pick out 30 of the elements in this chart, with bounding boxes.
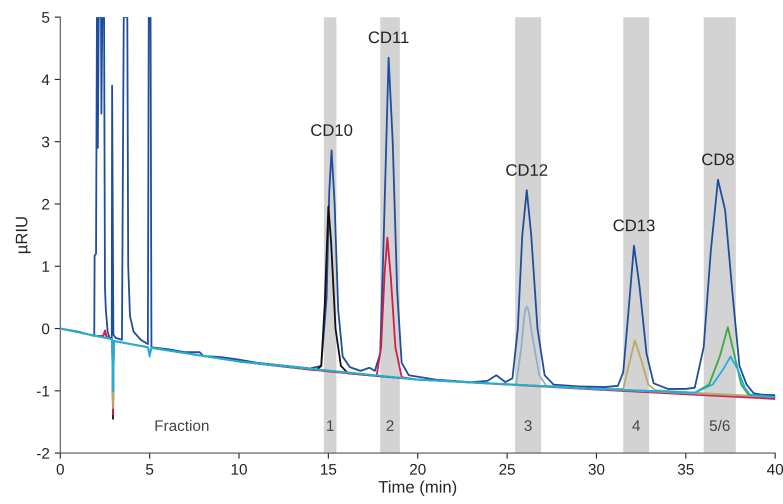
band-label: 2 — [386, 420, 394, 431]
band-label: 1 — [327, 420, 334, 431]
band-label: 3 — [524, 420, 532, 432]
y-tick-label: 3 — [42, 136, 50, 148]
x-axis-title: Time (min) — [378, 480, 456, 496]
x-tick-label: 0 — [56, 464, 64, 475]
x-tick-label: 30 — [588, 464, 604, 475]
y-axis-title: µRIU — [16, 217, 31, 254]
annotation: CD10 — [311, 124, 352, 136]
annotation: CD13 — [614, 219, 655, 232]
y-tick-label: 0 — [42, 323, 50, 334]
x-tick-label: 40 — [767, 464, 783, 475]
band-label: 5/6 — [710, 420, 730, 432]
annotation: CD11 — [368, 31, 408, 44]
y-tick-label: 4 — [42, 74, 50, 85]
annotation: CD12 — [506, 164, 548, 176]
y-tick-label: -2 — [36, 448, 50, 459]
y-tick-label: 1 — [42, 261, 50, 272]
band-label: 4 — [632, 420, 640, 431]
x-tick-label: 25 — [499, 464, 515, 475]
y-tick-label: 2 — [42, 198, 50, 210]
annotation: Fraction — [155, 420, 208, 432]
x-tick-label: 35 — [678, 464, 694, 475]
x-tick-label: 5 — [146, 464, 154, 475]
x-tick-label: 10 — [232, 464, 247, 475]
annotation: CD8 — [702, 153, 734, 166]
y-tick-label: 5 — [42, 12, 50, 23]
x-tick-label: 15 — [321, 464, 336, 475]
x-tick-label: 20 — [410, 464, 426, 475]
y-tick-label: -1 — [36, 386, 50, 396]
